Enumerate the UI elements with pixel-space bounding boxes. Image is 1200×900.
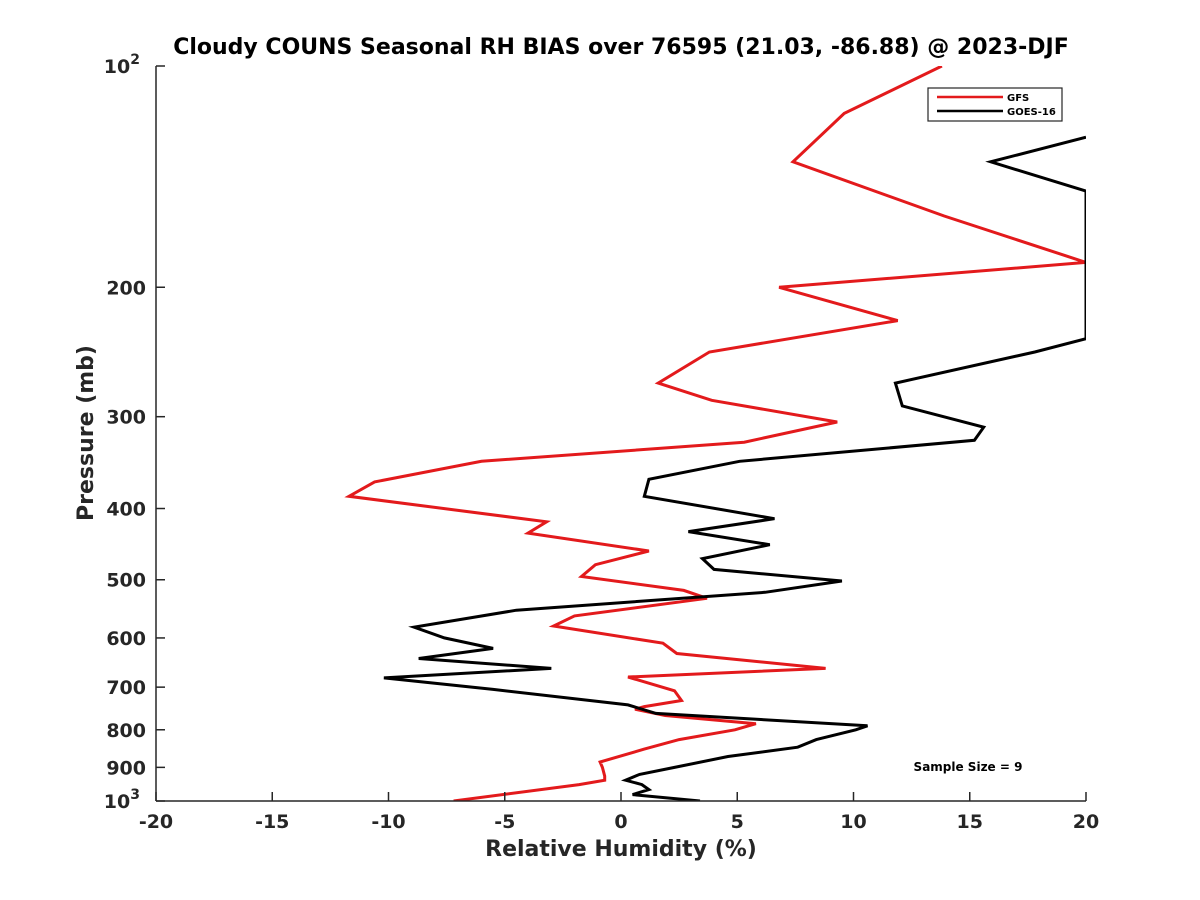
y-tick-label: 700 [106, 677, 146, 699]
x-tick-label: 5 [731, 811, 744, 833]
x-tick-label: -5 [494, 811, 515, 833]
y-tick-label: 500 [106, 570, 146, 592]
x-axis-label: Relative Humidity (%) [485, 837, 757, 862]
x-tick-label: -20 [139, 811, 173, 833]
y-tick-label: 900 [106, 757, 146, 779]
y-tick-label: 300 [106, 407, 146, 429]
series-line-goes16 [383, 135, 1086, 801]
y-tick-label: 200 [106, 277, 146, 299]
y-tick-label: 400 [106, 499, 146, 521]
x-tick-label: 0 [614, 811, 627, 833]
x-tick-label: 20 [1073, 811, 1099, 833]
legend: GFS GOES-16 [927, 87, 1063, 122]
x-tick-label: -10 [371, 811, 405, 833]
legend-label-goes16: GOES-16 [1007, 107, 1056, 118]
x-tick-label: 15 [957, 811, 983, 833]
plot-area [344, 66, 1086, 801]
series-line-gfs [344, 66, 1086, 801]
legend-label-gfs: GFS [1007, 93, 1029, 104]
y-tick-label: 800 [106, 720, 146, 742]
y-axis-label: Pressure (mb) [74, 345, 99, 521]
y-tick-label: 600 [106, 628, 146, 650]
series-layer [344, 66, 1086, 801]
sample-size-annotation: Sample Size = 9 [914, 760, 1023, 774]
chart-title: Cloudy COUNS Seasonal RH BIAS over 76595… [173, 35, 1069, 60]
x-tick-label: -15 [255, 811, 289, 833]
x-tick-label: 10 [840, 811, 866, 833]
x-ticks: -20 -15 -10 -5 0 5 10 15 20 [139, 792, 1099, 833]
legend-box [927, 87, 1063, 122]
